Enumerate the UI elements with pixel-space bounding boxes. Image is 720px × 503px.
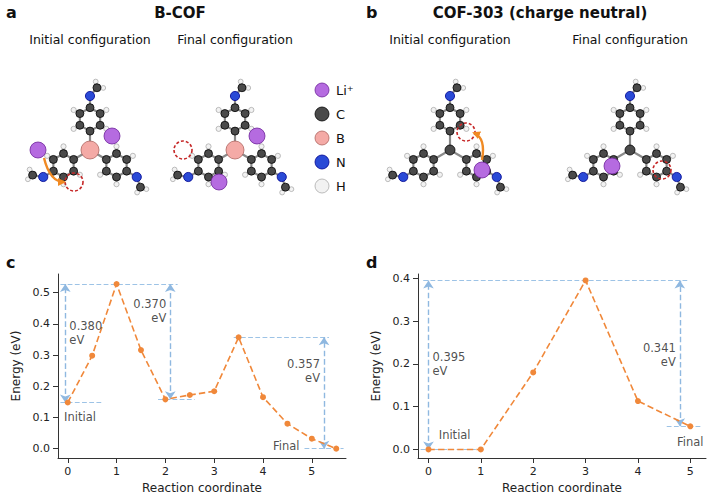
svg-text:0.395: 0.395: [432, 350, 465, 364]
svg-text:COF-303 (charge neutral): COF-303 (charge neutral): [433, 4, 648, 22]
svg-text:Energy (eV): Energy (eV): [9, 331, 23, 402]
svg-text:Final configuration: Final configuration: [572, 32, 688, 47]
svg-text:2: 2: [530, 465, 537, 478]
svg-text:0.370: 0.370: [133, 297, 166, 311]
svg-text:a: a: [6, 3, 17, 22]
svg-text:0.341: 0.341: [643, 341, 676, 355]
svg-text:Initial: Initial: [64, 410, 96, 424]
svg-text:eV: eV: [69, 333, 84, 347]
svg-text:b: b: [366, 3, 377, 22]
svg-text:d: d: [366, 253, 377, 272]
svg-text:1: 1: [113, 465, 120, 478]
svg-text:eV: eV: [151, 311, 166, 325]
svg-text:1: 1: [477, 465, 484, 478]
svg-text:eV: eV: [661, 355, 676, 369]
svg-text:Li⁺: Li⁺: [336, 83, 354, 98]
svg-text:3: 3: [211, 465, 218, 478]
svg-text:2: 2: [162, 465, 169, 478]
svg-text:0.3: 0.3: [33, 349, 51, 362]
svg-text:eV: eV: [305, 371, 320, 385]
svg-text:eV: eV: [432, 364, 447, 378]
svg-text:0.1: 0.1: [393, 400, 411, 413]
svg-text:C: C: [336, 107, 345, 122]
svg-text:B-COF: B-COF: [154, 4, 206, 22]
svg-text:Reaction coordinate: Reaction coordinate: [502, 481, 622, 495]
svg-text:Initial configuration: Initial configuration: [389, 32, 510, 47]
svg-text:0: 0: [425, 465, 432, 478]
svg-text:0.4: 0.4: [33, 317, 51, 330]
svg-text:5: 5: [308, 465, 315, 478]
svg-text:0.357: 0.357: [287, 357, 320, 371]
svg-text:N: N: [336, 155, 346, 170]
svg-text:0.0: 0.0: [393, 443, 411, 456]
svg-text:B: B: [336, 131, 345, 146]
svg-text:0.2: 0.2: [393, 357, 411, 370]
svg-text:H: H: [336, 179, 346, 194]
svg-text:Final: Final: [273, 439, 300, 453]
svg-text:0.5: 0.5: [33, 286, 51, 299]
svg-text:3: 3: [582, 465, 589, 478]
svg-text:Energy (eV): Energy (eV): [369, 331, 383, 402]
svg-text:Initial: Initial: [439, 428, 471, 442]
svg-text:Reaction coordinate: Reaction coordinate: [142, 481, 262, 495]
svg-text:0.3: 0.3: [393, 315, 411, 328]
svg-text:c: c: [6, 253, 15, 272]
svg-text:0.2: 0.2: [33, 380, 51, 393]
svg-text:0.4: 0.4: [393, 272, 411, 285]
svg-text:0.380: 0.380: [69, 319, 102, 333]
svg-text:4: 4: [634, 465, 641, 478]
svg-text:0.0: 0.0: [33, 442, 51, 455]
svg-text:Initial configuration: Initial configuration: [29, 32, 150, 47]
svg-text:Final configuration: Final configuration: [177, 32, 293, 47]
svg-text:Final: Final: [677, 435, 704, 449]
svg-text:0: 0: [64, 465, 71, 478]
svg-text:4: 4: [260, 465, 267, 478]
svg-text:5: 5: [687, 465, 694, 478]
svg-text:0.1: 0.1: [33, 411, 51, 424]
